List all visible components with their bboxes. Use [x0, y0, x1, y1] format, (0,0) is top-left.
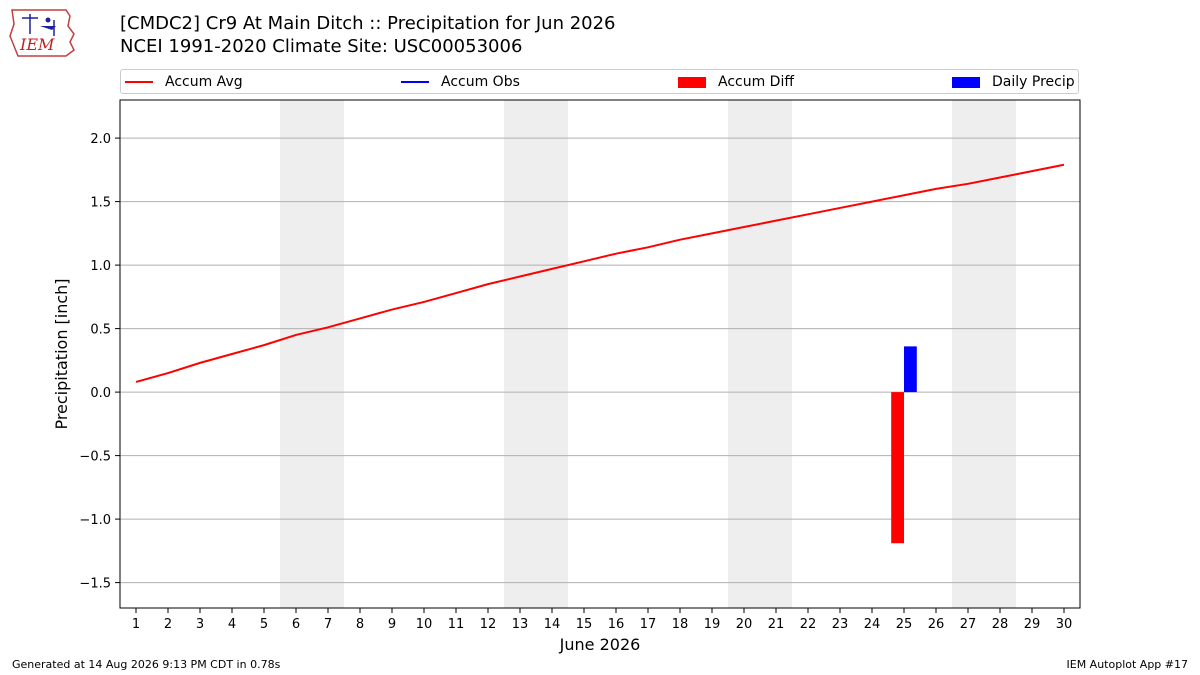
- x-tick-label: 30: [1056, 617, 1073, 632]
- legend: Accum Avg Accum Obs Accum Diff Daily Pre…: [120, 69, 1079, 94]
- legend-label: Daily Precip: [992, 74, 1075, 90]
- bar-daily-precip: [904, 346, 917, 393]
- x-tick-label: 26: [928, 617, 945, 632]
- x-tick-label: 10: [416, 617, 433, 632]
- legend-item-accum-diff: Accum Diff: [678, 74, 794, 90]
- x-tick-label: 18: [672, 617, 689, 632]
- x-tick-label: 17: [640, 617, 657, 632]
- y-axis-ticks: −1.5 −1.0 −0.5 0.0 0.5 1.0 1.5 2.0: [79, 132, 120, 592]
- y-axis-label: Precipitation [inch]: [52, 278, 71, 429]
- x-tick-label: 14: [544, 617, 561, 632]
- weekend-band: [728, 100, 792, 608]
- x-tick-label: 23: [832, 617, 849, 632]
- bars: [891, 346, 917, 544]
- x-tick-label: 19: [704, 617, 721, 632]
- weekend-band: [280, 100, 344, 608]
- grid-lines: [120, 137, 1080, 584]
- legend-label: Accum Obs: [441, 74, 520, 90]
- x-tick-label: 6: [292, 617, 300, 632]
- x-tick-label: 9: [388, 617, 396, 632]
- y-tick-label: 0.0: [90, 386, 111, 401]
- x-tick-label: 2: [164, 617, 172, 632]
- y-tick-label: −0.5: [79, 450, 111, 465]
- x-tick-label: 22: [800, 617, 817, 632]
- plot-frame: [119, 99, 1081, 609]
- legend-swatch-accum-obs: [401, 81, 429, 83]
- chart-title: [CMDC2] Cr9 At Main Ditch :: Precipitati…: [120, 12, 616, 58]
- x-tick-label: 21: [768, 617, 785, 632]
- legend-label: Accum Diff: [718, 74, 795, 90]
- x-axis-label: June 2026: [559, 635, 641, 654]
- x-tick-label: 7: [324, 617, 332, 632]
- line-accum-avg: [135, 163, 1065, 383]
- y-tick-label: 1.5: [90, 196, 111, 211]
- x-tick-label: 13: [512, 617, 529, 632]
- x-tick-label: 27: [960, 617, 977, 632]
- bar-accum-diff: [891, 392, 904, 544]
- legend-swatch-accum-avg: [125, 81, 153, 83]
- legend-label: Accum Avg: [165, 74, 243, 90]
- x-tick-label: 4: [228, 617, 236, 632]
- x-tick-label: 5: [260, 617, 268, 632]
- y-tick-label: 0.5: [90, 323, 111, 338]
- x-tick-label: 8: [356, 617, 364, 632]
- x-tick-label: 11: [448, 617, 465, 632]
- legend-item-accum-obs: Accum Obs: [401, 74, 520, 90]
- x-tick-label: 3: [196, 617, 204, 632]
- footer-app-id: IEM Autoplot App #17: [1066, 658, 1189, 671]
- plot-border: [119, 99, 1081, 609]
- legend-item-daily-precip: Daily Precip: [952, 74, 1075, 90]
- x-tick-label: 28: [992, 617, 1009, 632]
- legend-item-accum-avg: Accum Avg: [125, 74, 243, 90]
- title-line-1: [CMDC2] Cr9 At Main Ditch :: Precipitati…: [120, 13, 616, 34]
- y-tick-label: 2.0: [90, 132, 111, 147]
- x-tick-label: 20: [736, 617, 753, 632]
- title-line-2: NCEI 1991-2020 Climate Site: USC00053006: [120, 36, 523, 57]
- y-tick-label: 1.0: [90, 259, 111, 274]
- logo-text: IEM: [19, 35, 55, 54]
- iem-logo: IEM: [8, 6, 80, 58]
- legend-swatch-accum-diff: [678, 76, 706, 88]
- legend-swatch-daily-precip: [952, 76, 980, 88]
- x-tick-label: 29: [1024, 617, 1041, 632]
- x-tick-label: 24: [864, 617, 881, 632]
- x-tick-label: 25: [896, 617, 913, 632]
- weekend-band: [504, 100, 568, 608]
- y-tick-label: −1.0: [79, 513, 111, 528]
- lines: [135, 163, 1065, 383]
- x-axis-ticks: 1 2 3 4 5 6 7 8 9 10 11 12 13 14 15 16 17 18 19 20 21 22 23 24 2…: [132, 608, 1072, 632]
- x-tick-label: 16: [608, 617, 625, 632]
- x-tick-label: 12: [480, 617, 497, 632]
- x-tick-label: 15: [576, 617, 593, 632]
- footer-generated: Generated at 14 Aug 2026 9:13 PM CDT in …: [12, 658, 281, 671]
- y-tick-label: −1.5: [79, 577, 111, 592]
- x-tick-label: 1: [132, 617, 140, 632]
